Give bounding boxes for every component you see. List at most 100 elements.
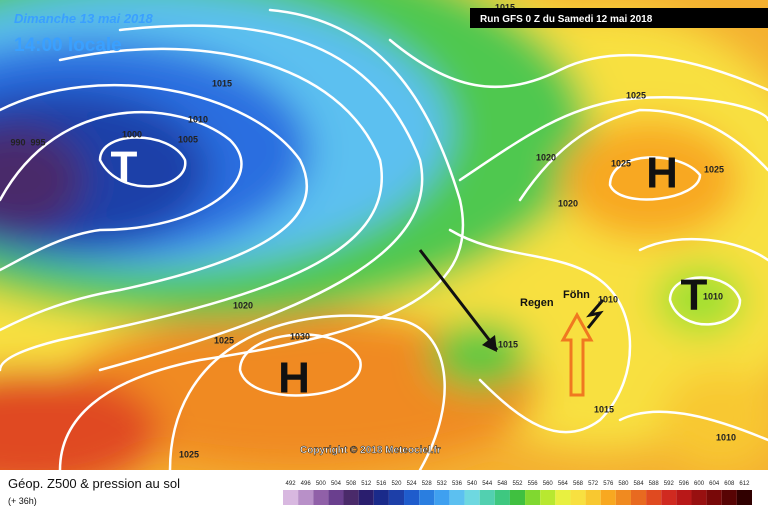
copyright: Copyright © 2018 Meteociel.fr [300,445,441,456]
annotation: Regen [520,297,554,309]
isobar-label: 995 [30,137,45,147]
colorbar-label: 500 [316,481,327,487]
isobar-label: 1025 [611,158,631,168]
low-center: T [111,143,138,192]
isobar-label: 1015 [594,404,614,414]
colorbar-label: 536 [452,481,463,487]
colorbar-label: 576 [603,481,614,487]
isobar-labels: 1015 1010 1000 1005 990 995 1025 1020 10… [10,2,736,459]
colorbar-label: 520 [391,481,402,487]
colorbar-swatch [721,490,737,505]
isobar-label: 1010 [188,114,208,124]
colorbar-label: 544 [482,481,493,487]
footer-subtitle: (+ 36h) [8,496,37,506]
colorbar-swatch [464,490,480,505]
run: Run GFS 0 Z du Samedi 12 mai 2018 [480,14,653,25]
colorbar-swatch [494,490,510,505]
colorbar-label: 584 [634,481,645,487]
colorbar-label: 548 [497,481,508,487]
isobar-label: 1000 [122,129,142,139]
colorbar-swatch [313,490,329,505]
colorbar-label: 596 [679,481,690,487]
colorbar-label: 552 [512,481,523,487]
colorbar-swatch [343,490,359,505]
colorbar-label: 528 [422,481,433,487]
colorbar-label: 604 [709,481,720,487]
colorbar-label: 508 [346,481,357,487]
isobar-label: 1025 [704,164,724,174]
colorbar-label: 564 [558,481,569,487]
colorbar-swatch [615,490,631,505]
colorbar-swatch [736,490,752,505]
low-center: T [681,271,708,320]
isobar-label: 1010 [703,291,723,301]
colorbar-label: 524 [407,481,418,487]
isobar-label: 1025 [179,449,199,459]
colorbar-swatch [661,490,677,505]
colorbar-label: 532 [437,481,448,487]
colorbar-label: 568 [573,481,584,487]
isobar-label: 1015 [212,78,232,88]
colorbar-swatch [358,490,374,505]
colorbar-swatch [328,490,344,505]
colorbar-swatch [540,490,556,505]
colorbar-swatch [676,490,692,505]
colorbar-label: 588 [649,481,660,487]
colorbar-label: 612 [739,481,750,487]
colorbar-label: 556 [528,481,539,487]
colorbar-label: 512 [361,481,372,487]
isobar-label: 1010 [716,432,736,442]
isobar-label: 1015 [495,2,515,12]
colorbar-swatch [585,490,601,505]
colorbar-label: 560 [543,481,554,487]
colorbar-swatch [449,490,465,505]
isobar-label: 1025 [214,335,234,345]
isobar-label: 1025 [626,90,646,100]
isobar-label: 1020 [233,300,253,310]
isobar-label: 990 [10,137,25,147]
field [0,0,768,470]
foehn-arrow [560,311,594,397]
colorbar-label: 516 [376,481,387,487]
isobar-label: 1010 [598,294,618,304]
isobar-label: 1020 [536,152,556,162]
colorbar-swatch [404,490,420,505]
isobar-label: 1015 [498,339,518,349]
colorbar-swatch [555,490,571,505]
isobar-label: 1030 [290,331,310,341]
colorbar-swatch [509,490,526,505]
colorbar-swatch [691,490,707,505]
colorbar-label: 492 [286,481,297,487]
colorbar-swatch [298,490,314,505]
colorbar-swatch [570,490,586,505]
high-center: H [646,149,678,198]
colorbar-swatch [434,490,450,505]
colorbar-swatch [373,490,389,505]
colorbar-label: 608 [724,481,735,487]
arrow-head [482,335,497,352]
colorbar-swatch [419,490,435,505]
colorbar-label: 600 [694,481,705,487]
colorbar-label: 580 [618,481,629,487]
colorbar-swatch [630,490,647,505]
footer-title: Géop. Z500 & pression au sol [8,476,180,491]
colorbar-label: 592 [664,481,675,487]
high-center: H [278,354,310,403]
isobar-label: 1005 [178,134,198,144]
colorbar-swatch [388,490,405,505]
colorbar-swatch [646,490,662,505]
colorbar-label: 504 [331,481,342,487]
colorbar: 492 496 500 504 508 512 516 520 524 528 532 536 540 5… [283,481,752,505]
colorbar-swatch [283,490,299,505]
colorbar-label: 572 [588,481,599,487]
date: Dimanche 13 mai 2018 [14,11,154,26]
colorbar-swatch [479,490,495,505]
annotation: Föhn [563,289,590,301]
isobar-label: 1020 [558,198,578,208]
zigzag [585,299,605,329]
colorbar-label: 496 [301,481,312,487]
colorbar-swatch [600,490,616,505]
colorbar-swatch [525,490,541,505]
time: 14:00 locale [14,35,122,56]
